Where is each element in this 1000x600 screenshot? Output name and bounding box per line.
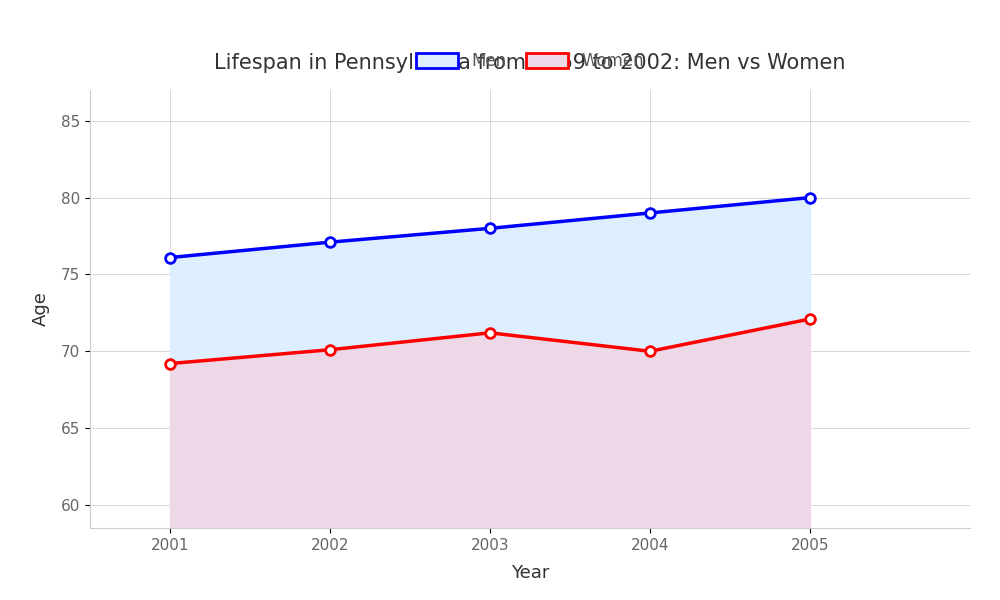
X-axis label: Year: Year: [511, 564, 549, 582]
Title: Lifespan in Pennsylvania from 1969 to 2002: Men vs Women: Lifespan in Pennsylvania from 1969 to 20…: [214, 53, 846, 73]
Y-axis label: Age: Age: [32, 292, 50, 326]
Legend: Men, Women: Men, Women: [409, 46, 651, 77]
